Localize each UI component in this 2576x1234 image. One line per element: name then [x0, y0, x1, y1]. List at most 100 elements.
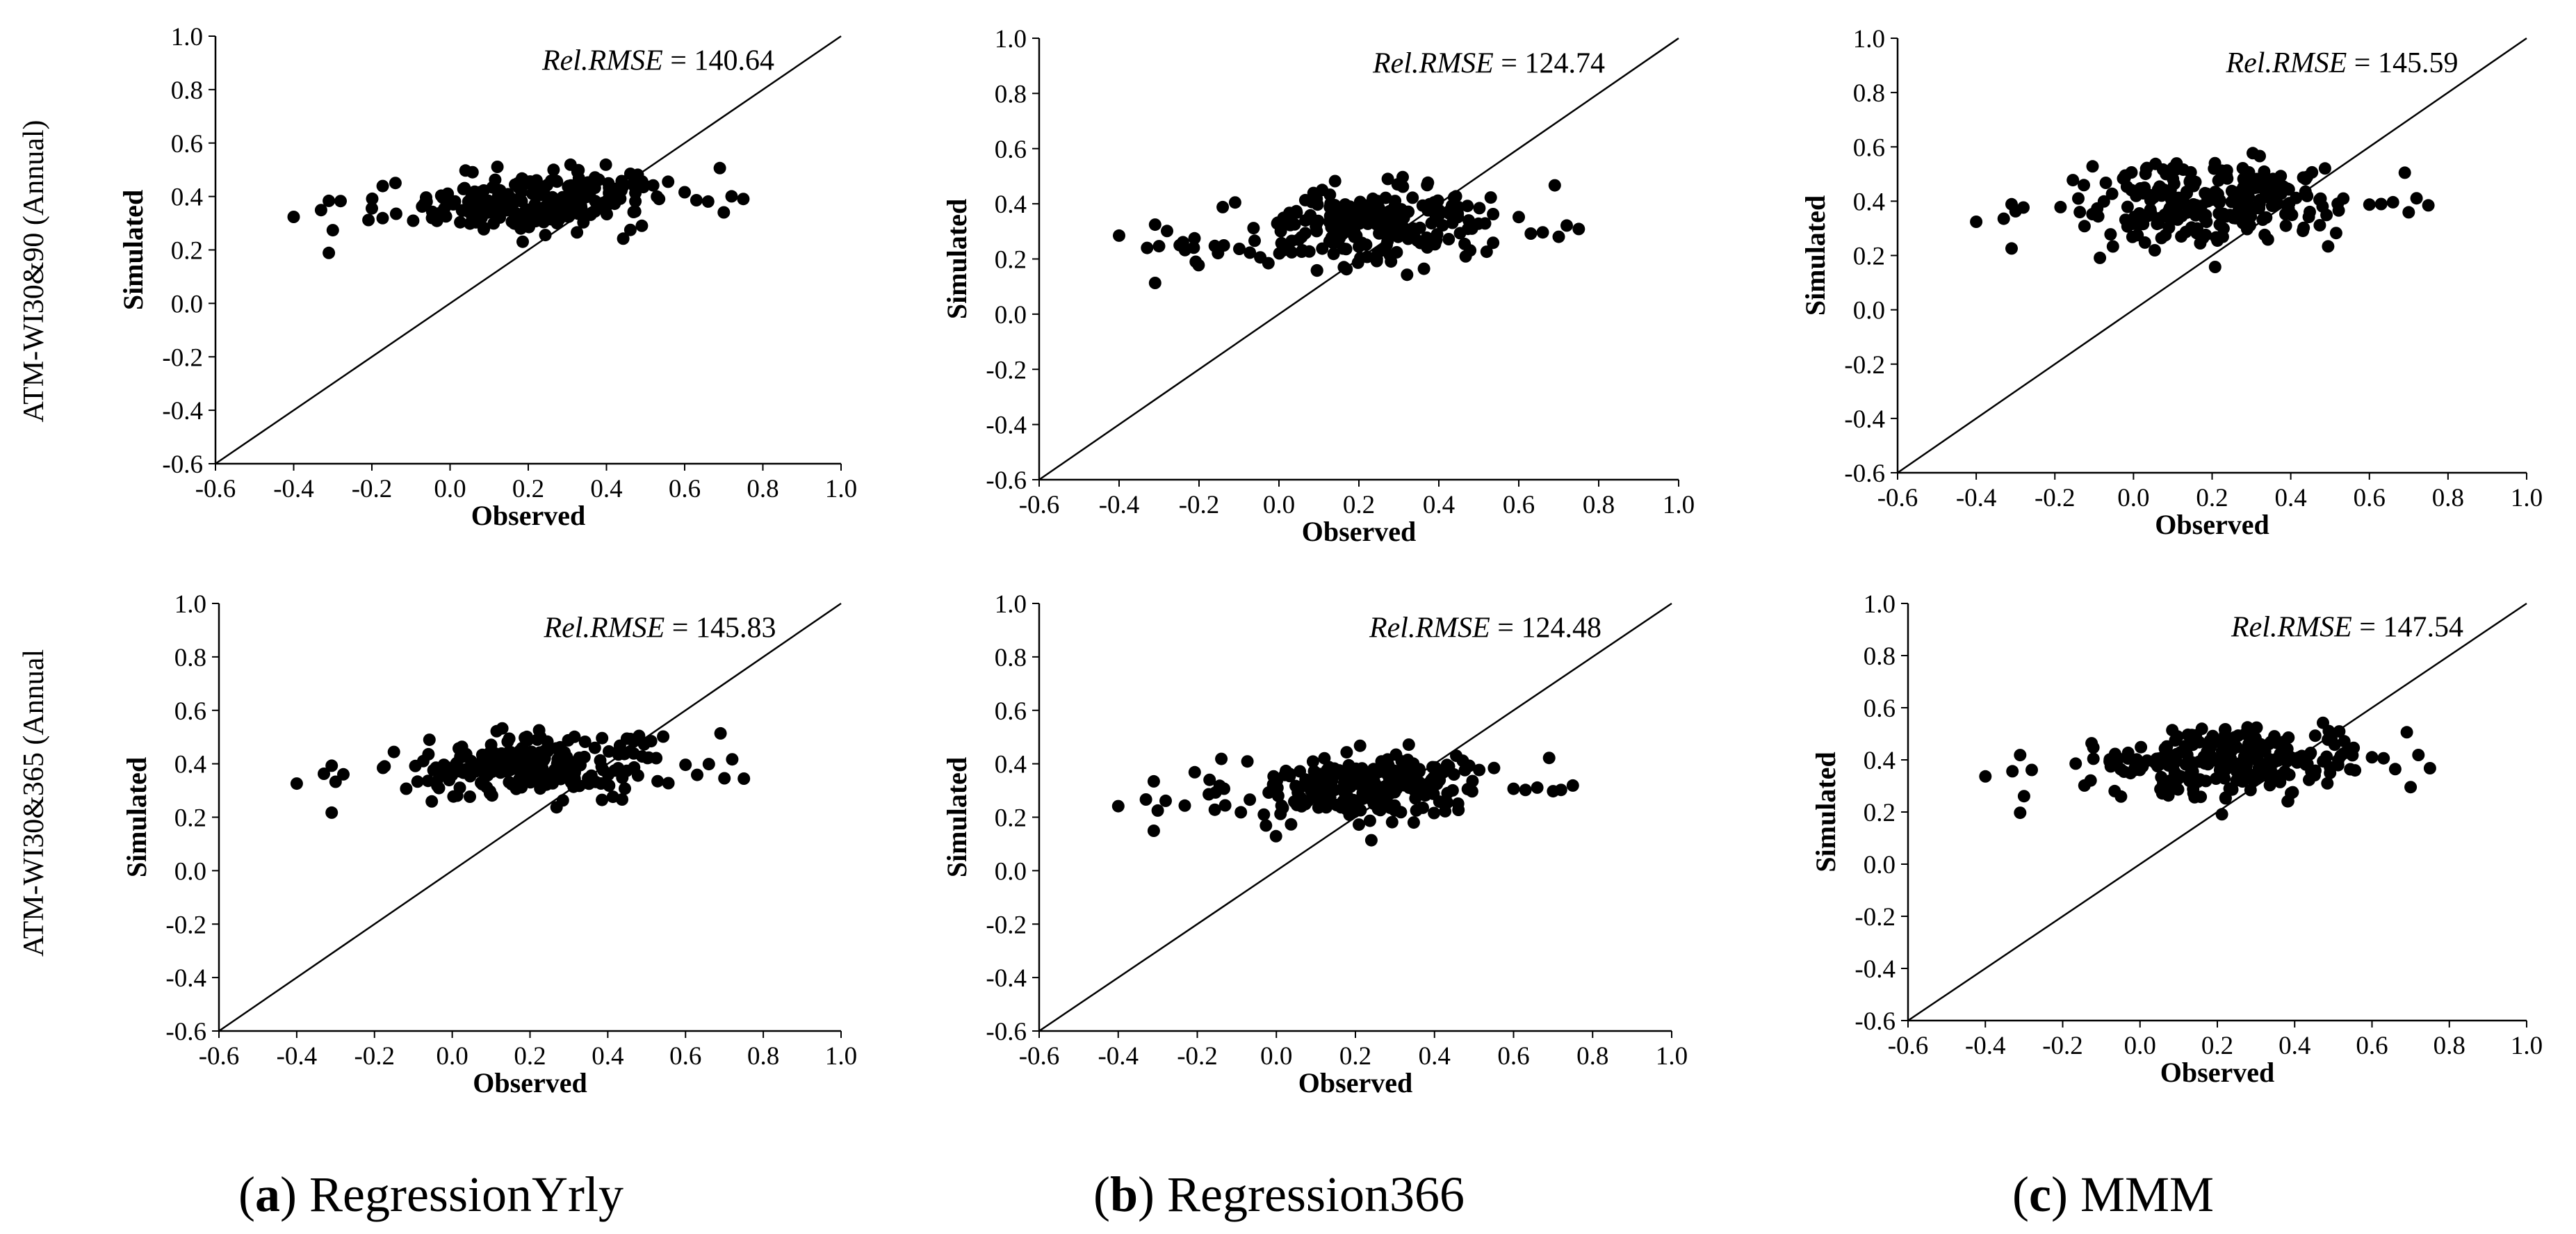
x-axis-label-a1: Observed — [471, 500, 585, 531]
scatter-point-c2-206 — [2219, 737, 2232, 750]
x-tick-label-c1-5: 0.4 — [2275, 484, 2307, 512]
scatter-point-c2-216 — [2078, 779, 2091, 792]
scatter-point-c2-79 — [2333, 725, 2346, 738]
scatter-point-c1-241 — [1997, 212, 2010, 225]
x-tick-label-b2-5: 0.4 — [1419, 1042, 1451, 1071]
scatter-point-b2-198 — [1291, 786, 1305, 799]
scatter-point-c2-207 — [2069, 757, 2082, 770]
scatter-point-b2-183 — [1439, 804, 1452, 818]
scatter-point-c1-116 — [2086, 160, 2099, 173]
scatter-point-c2-208 — [2170, 747, 2183, 761]
scatter-point-a1-236 — [626, 177, 639, 190]
scatter-point-a1-243 — [326, 224, 339, 237]
row-label-bottom: ATM-WI30&365 (Annual — [18, 649, 50, 957]
y-tick-label-a2-8: 1.0 — [174, 590, 206, 619]
x-tick-label-a1-1: -0.4 — [273, 475, 314, 503]
scatter-point-b1-247 — [1524, 227, 1538, 240]
scatter-point-a2-130 — [421, 774, 434, 788]
scatter-point-c2-242 — [2014, 749, 2027, 762]
y-tick-label-c1-6: 0.6 — [1853, 133, 1885, 162]
scatter-point-c1-184 — [2211, 234, 2224, 247]
scatter-point-c1-113 — [2149, 244, 2161, 257]
identity-line-c1 — [1897, 37, 2527, 474]
y-tick-label-c1-7: 0.8 — [1853, 79, 1885, 108]
x-tick-label-b1-1: -0.4 — [1099, 491, 1140, 519]
scatter-point-b1-44 — [1484, 191, 1497, 204]
scatter-point-a2-112 — [578, 736, 592, 748]
scatter-point-a2-58 — [431, 779, 444, 793]
scatter-point-a2-144 — [573, 752, 586, 764]
scatter-point-c1-252 — [2410, 192, 2423, 205]
scatter-point-b1-168 — [1421, 241, 1434, 254]
scatter-point-b2-235 — [1428, 806, 1441, 820]
scatter-point-c1-205 — [2233, 190, 2246, 204]
x-tick-label-c1-6: 0.6 — [2354, 484, 2386, 512]
scatter-point-c2-222 — [2175, 770, 2188, 784]
x-axis-label-a2: Observed — [473, 1067, 587, 1098]
scatter-point-c1-230 — [2105, 187, 2119, 200]
scatter-point-b2-112 — [1208, 803, 1221, 816]
x-tick-label-c2-2: -0.2 — [2042, 1032, 2083, 1060]
scatter-point-a2-238 — [480, 761, 493, 774]
x-tick-label-b2-7: 0.8 — [1576, 1042, 1608, 1071]
scatter-point-b2-53 — [1203, 788, 1216, 801]
scatter-point-c2-231 — [2234, 756, 2247, 770]
scatter-point-a2-242 — [325, 759, 339, 772]
scatter-point-c1-167 — [2285, 209, 2299, 222]
scatter-point-c1-236 — [2153, 212, 2165, 225]
scatter-point-a2-45 — [464, 790, 476, 803]
scatter-point-a1-172 — [542, 195, 555, 207]
scatter-point-a2-138 — [651, 774, 665, 788]
scatter-point-a1-214 — [416, 200, 429, 213]
scatter-point-c2-200 — [2265, 736, 2278, 749]
scatter-point-b1-101 — [1217, 239, 1230, 252]
scatter-point-c2-198 — [2121, 752, 2135, 765]
scatter-point-a2-249 — [714, 726, 727, 740]
scatter-point-b1-228 — [1402, 205, 1415, 218]
scatter-point-c2-190 — [2141, 754, 2153, 768]
scatter-point-c1-141 — [2167, 172, 2180, 186]
scatter-point-a2-244 — [325, 806, 339, 819]
x-tick-label-c2-1: -0.4 — [1965, 1032, 2006, 1060]
scatter-point-b2-220 — [1419, 789, 1432, 802]
scatter-point-b1-169 — [1458, 237, 1472, 250]
y-axis-label-c1: Simulated — [1800, 195, 1831, 316]
scatter-point-b2-249 — [1542, 752, 1556, 765]
scatter-point-a2-98 — [484, 738, 498, 752]
scatter-point-c2-162 — [2169, 734, 2182, 747]
scatter-point-b2-218 — [1276, 802, 1289, 814]
scatter-point-c2-219 — [2117, 765, 2130, 778]
scatter-point-b1-252 — [1560, 219, 1573, 232]
scatter-point-a2-190 — [516, 745, 529, 758]
scatter-point-c1-178 — [2183, 175, 2196, 188]
scatter-point-a1-124 — [539, 229, 552, 242]
x-tick-label-c2-8: 1.0 — [2511, 1032, 2543, 1060]
scatter-point-c2-217 — [2216, 765, 2229, 778]
y-tick-label-c2-5: 0.4 — [1864, 747, 1896, 775]
x-tick-label-b2-8: 1.0 — [1656, 1042, 1688, 1071]
x-tick-label-c2-3: 0.0 — [2124, 1032, 2156, 1060]
scatter-point-a2-241 — [318, 768, 330, 780]
scatter-point-c1-231 — [2162, 211, 2175, 224]
scatter-point-c1-209 — [2190, 227, 2203, 240]
scatter-point-c1-81 — [2106, 240, 2119, 253]
x-tick-label-a2-1: -0.4 — [277, 1042, 318, 1071]
x-tick-label-c1-1: -0.4 — [1956, 484, 1997, 512]
scatter-point-a1-199 — [376, 179, 389, 193]
scatter-point-b2-245 — [1159, 794, 1172, 807]
identity-line-a1 — [215, 35, 842, 465]
scatter-point-a1-140 — [389, 207, 402, 220]
y-tick-label-c2-3: 0.0 — [1864, 851, 1896, 879]
scatter-point-a2-191 — [378, 760, 391, 773]
scatter-point-b1-153 — [1371, 195, 1385, 208]
x-tick-label-c1-3: 0.0 — [2117, 484, 2149, 512]
scatter-point-a1-240 — [287, 211, 300, 223]
caption-b-letter: b — [1110, 1167, 1138, 1222]
scatter-point-b2-8 — [1269, 829, 1282, 843]
scatter-point-a1-203 — [509, 178, 521, 191]
scatter-point-b2-248 — [1531, 781, 1544, 794]
scatter-point-a1-196 — [574, 199, 587, 212]
x-tick-label-c2-7: 0.8 — [2434, 1032, 2465, 1060]
scatter-point-b1-201 — [1446, 216, 1459, 229]
